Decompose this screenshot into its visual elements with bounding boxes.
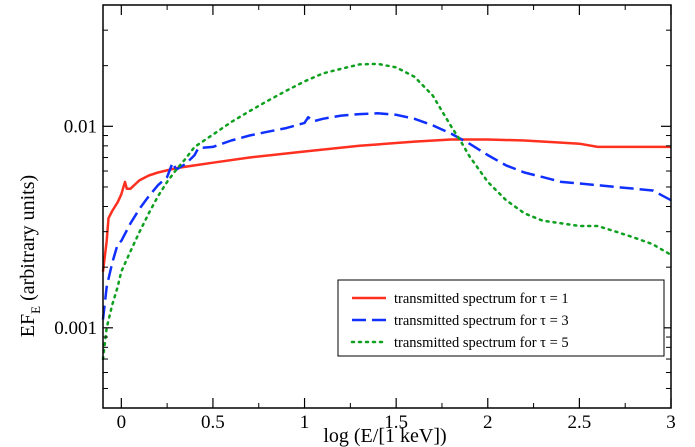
- legend-label-3: transmitted spectrum for τ = 5: [394, 335, 569, 351]
- legend: transmitted spectrum for τ = 1 transmitte…: [337, 279, 665, 357]
- x-tick-label: 0.5: [201, 412, 225, 433]
- y-axis-label-rest: (arbitrary units): [17, 175, 39, 306]
- x-tick-label: 2.5: [568, 412, 592, 433]
- ticks-layer: 0 0.5 1 1.5 2 2.5 3 0.001 0.01: [54, 5, 676, 433]
- legend-label-2: transmitted spectrum for τ = 3: [394, 313, 569, 329]
- series-line-2: [101, 112, 672, 320]
- y-tick-label: 0.01: [64, 116, 97, 137]
- y-axis-label: EFE (arbitrary units): [17, 175, 43, 337]
- x-tick-label: 3: [666, 412, 676, 433]
- x-tick-label: 0: [117, 412, 127, 433]
- legend-label-1: transmitted spectrum for τ = 1: [394, 291, 569, 307]
- x-tick-label: 1: [300, 412, 310, 433]
- y-axis-label-subscript: E: [28, 306, 43, 314]
- x-tick-label: 2: [483, 412, 493, 433]
- series-layer: [101, 62, 673, 361]
- y-tick-label: 0.001: [54, 318, 97, 339]
- x-tick-label: 1.5: [384, 412, 408, 433]
- series-line-3: [101, 62, 673, 361]
- svg-text:EFE (arbitrary units): EFE (arbitrary units): [17, 175, 43, 337]
- legend-box: [337, 279, 665, 357]
- x-axis-label: log (E/[1 keV]): [323, 425, 446, 447]
- series-line-1: [101, 138, 671, 272]
- y-axis-label-main: EF: [17, 314, 39, 337]
